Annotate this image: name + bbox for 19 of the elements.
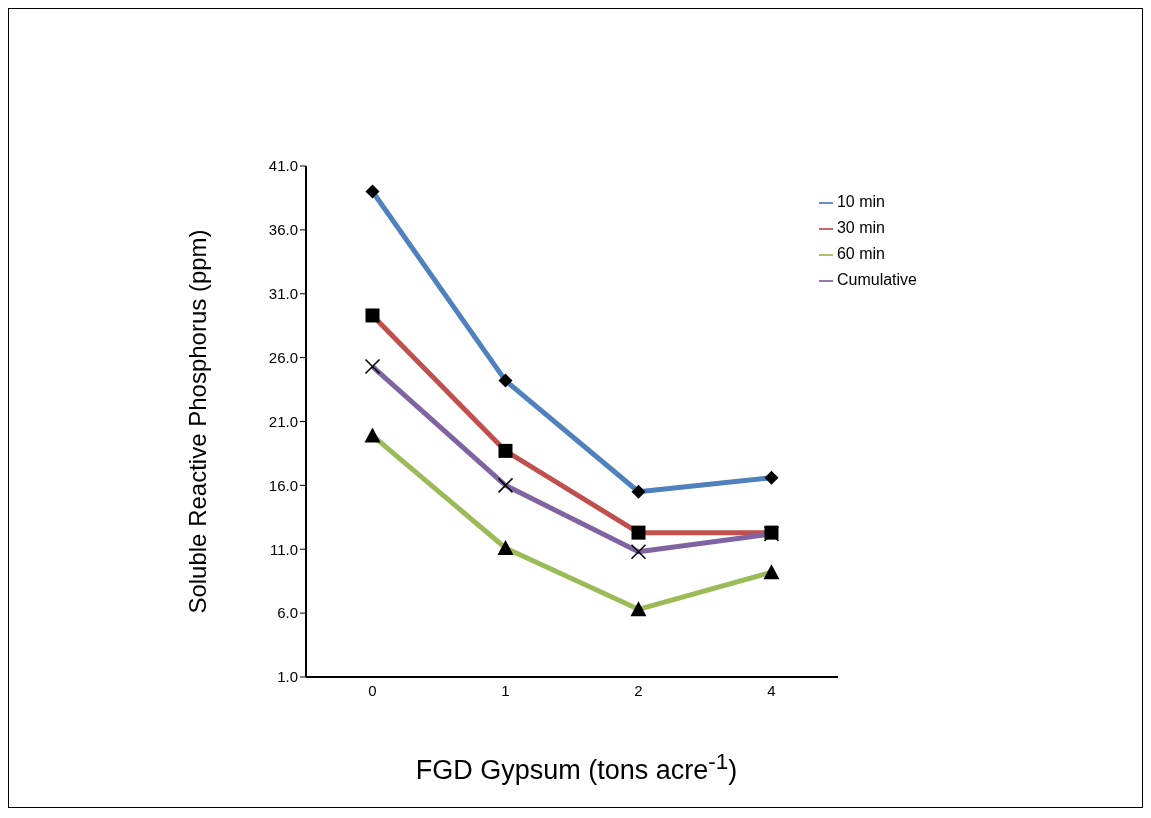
legend-label: 60 min [836, 245, 885, 262]
y-tick-label: 6.0 [277, 604, 298, 622]
y-tick-label: 21.0 [268, 412, 298, 430]
y-tick-label: 11.0 [269, 540, 298, 558]
x-axis-title: FGD Gypsum (tons acre$^{-1}$) [414, 749, 739, 786]
y-axis-title: Soluble Reactive Phosphorus (ppm) [183, 229, 211, 614]
y-tick-label: 31.0 [268, 285, 298, 303]
x-tick-label: 1 [501, 681, 510, 699]
x-tick-label: 2 [634, 681, 643, 699]
x-tick-label: 0 [368, 681, 377, 699]
legend-label: 10 min [836, 193, 885, 210]
y-tick-label: 16.0 [268, 476, 298, 494]
x-tick-label: 4 [767, 681, 776, 699]
y-tick-label: 41.0 [268, 157, 298, 175]
legend-label: Cumulative [836, 271, 917, 288]
legend-label: 30 min [836, 219, 885, 236]
y-tick-label: 1.0 [277, 668, 298, 686]
y-tick-label: 26.0 [268, 348, 298, 366]
y-tick-label: 36.0 [268, 221, 298, 239]
